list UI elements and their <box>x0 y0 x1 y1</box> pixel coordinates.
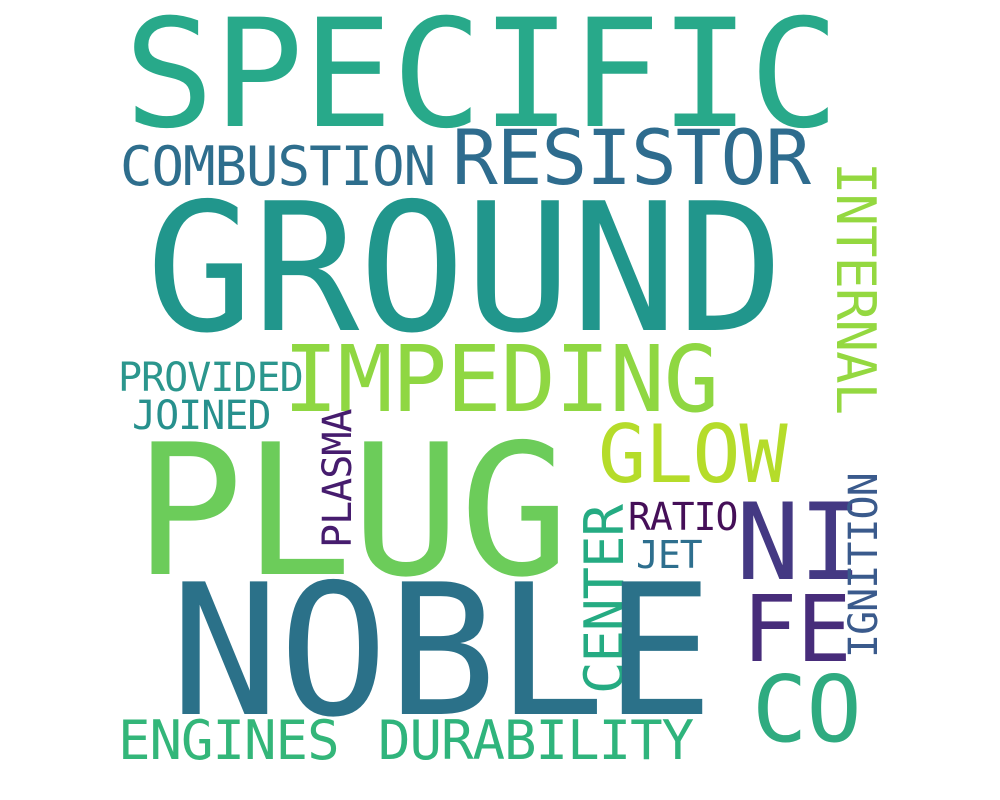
word-joined: JOINED <box>132 393 271 439</box>
word-noble: NOBLE <box>170 545 714 757</box>
word-jet: JET <box>636 533 703 577</box>
word-ground: GROUND <box>146 165 784 372</box>
word-durability: DURABILITY <box>378 709 694 772</box>
word-plasma: PLASMA <box>315 409 361 549</box>
word-engines: ENGINES <box>118 709 340 772</box>
word-glow: GLOW <box>598 408 788 501</box>
word-resistor: RESISTOR <box>452 113 811 202</box>
word-plug: PLUG <box>134 405 569 617</box>
word-ratio: RATIO <box>628 495 738 539</box>
word-internal: INTERNAL <box>824 162 887 415</box>
word-combustion: COMBUSTION <box>120 135 436 198</box>
word-specific: SPECIFIC <box>124 0 839 162</box>
word-co: CO <box>752 656 862 763</box>
word-impeding: IMPEDING <box>283 326 719 433</box>
word-ni: NI <box>736 481 863 604</box>
word-provided: PROVIDED <box>118 355 304 401</box>
word-ignition: IGNITION <box>841 473 887 658</box>
word-fe: FE <box>742 576 852 683</box>
